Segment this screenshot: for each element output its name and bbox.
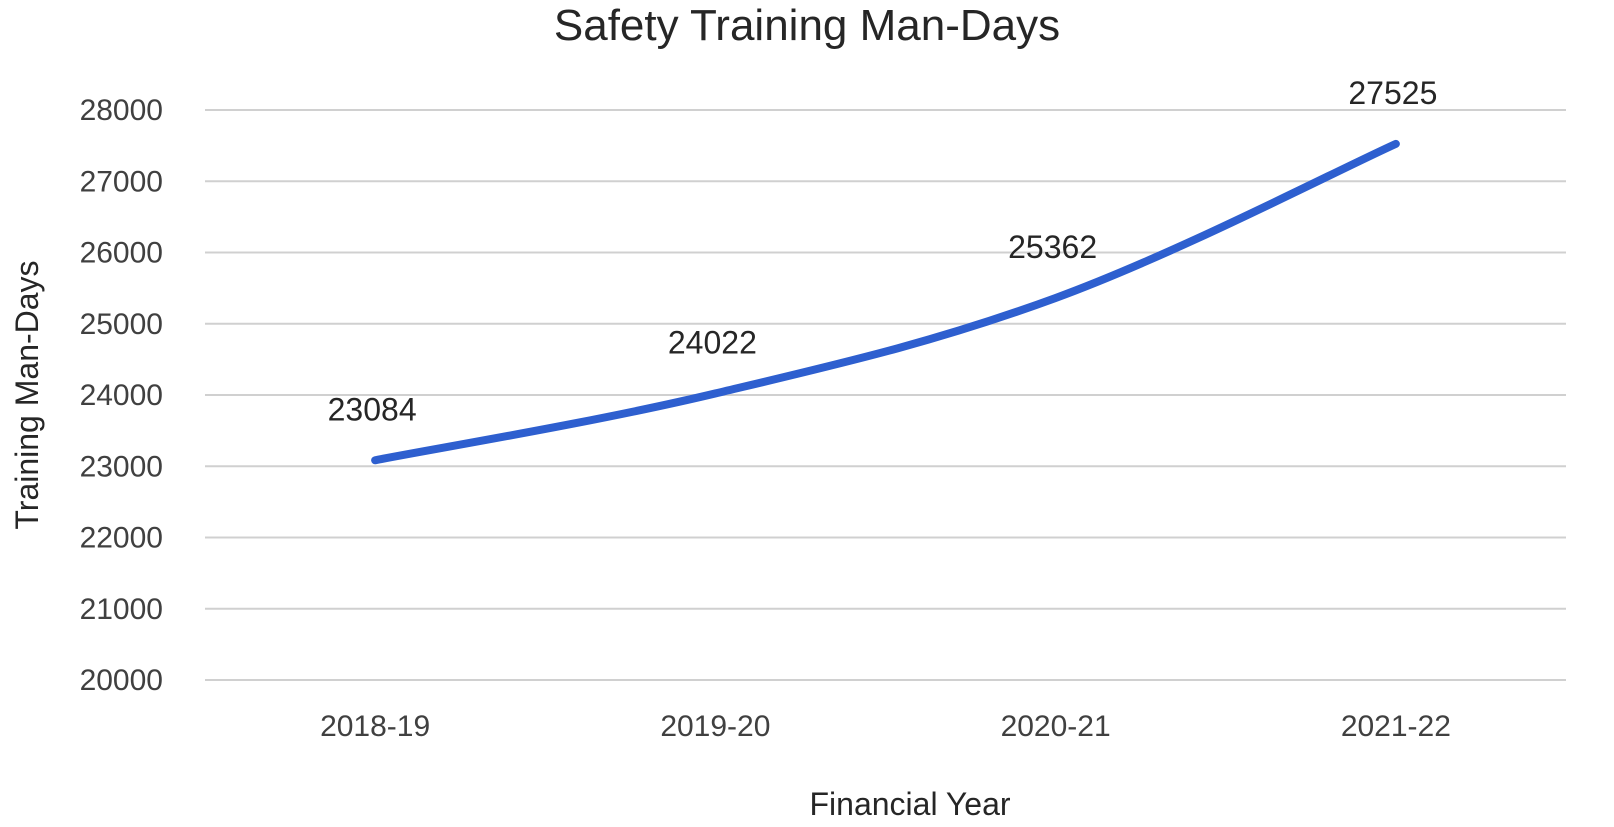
series-group <box>371 139 1400 465</box>
y-axis-ticks: 20000 21000 22000 23000 24000 25000 26000 27000… <box>80 94 163 697</box>
series-line <box>371 139 1400 465</box>
x-axis-ticks: 2018-19 2019-20 2020-21 2021-22 <box>320 710 1451 743</box>
y-tick-label: 28000 <box>80 94 163 127</box>
y-tick-label: 21000 <box>80 593 163 626</box>
data-labels: 23084 24022 25362 27525 <box>328 75 1438 427</box>
y-tick-label: 25000 <box>80 308 163 341</box>
gridlines <box>205 109 1566 681</box>
y-tick-label: 24000 <box>80 379 163 412</box>
y-tick-label: 20000 <box>80 664 163 697</box>
chart-title: Safety Training Man-Days <box>554 1 1060 50</box>
data-label: 25362 <box>1008 229 1097 265</box>
x-tick-label: 2018-19 <box>320 710 430 743</box>
y-tick-label: 27000 <box>80 165 163 198</box>
x-tick-label: 2021-22 <box>1341 710 1451 743</box>
data-label: 27525 <box>1348 75 1437 111</box>
y-axis-title: Training Man-Days <box>9 260 45 529</box>
data-label: 23084 <box>328 391 417 427</box>
data-label: 24022 <box>668 324 757 360</box>
x-tick-label: 2020-21 <box>1001 710 1111 743</box>
x-tick-label: 2019-20 <box>660 710 770 743</box>
y-tick-label: 23000 <box>80 450 163 483</box>
x-axis-title: Financial Year <box>809 786 1010 822</box>
y-tick-label: 22000 <box>80 522 163 555</box>
y-tick-label: 26000 <box>80 237 163 270</box>
